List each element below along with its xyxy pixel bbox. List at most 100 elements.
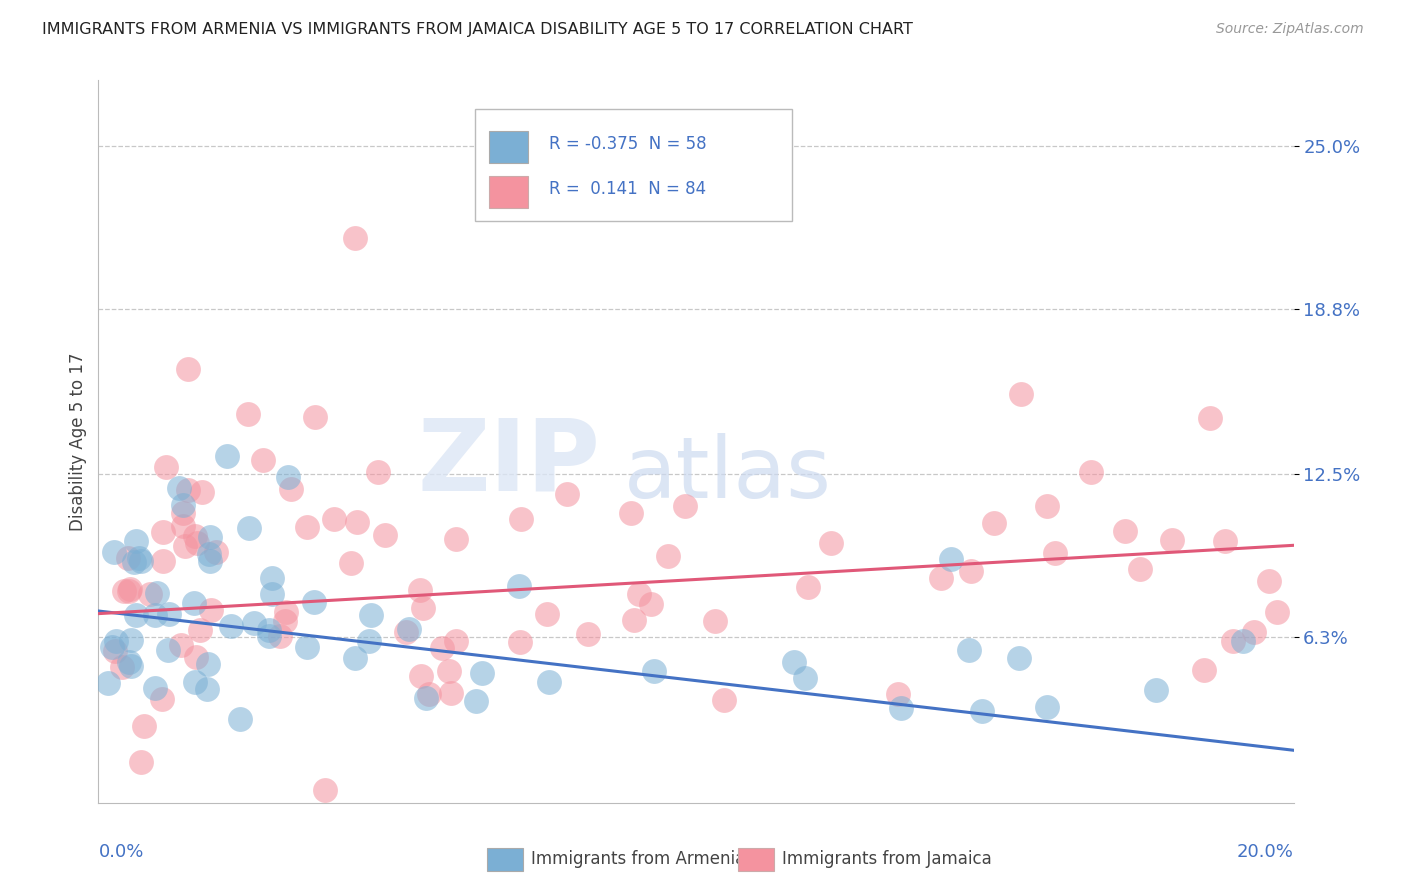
Point bbox=[960, 564, 983, 578]
Point bbox=[1232, 634, 1254, 648]
Point bbox=[783, 655, 806, 669]
Point bbox=[150, 692, 173, 706]
Text: Immigrants from Armenia: Immigrants from Armenia bbox=[531, 850, 745, 868]
Point bbox=[186, 650, 208, 665]
Point bbox=[510, 511, 533, 525]
FancyBboxPatch shape bbox=[486, 847, 523, 871]
Point bbox=[576, 627, 599, 641]
Point bbox=[200, 530, 222, 544]
Point bbox=[104, 634, 127, 648]
Point bbox=[1213, 533, 1236, 548]
Point bbox=[415, 690, 437, 705]
Point bbox=[143, 607, 166, 622]
Point bbox=[167, 481, 190, 495]
Point bbox=[657, 549, 679, 563]
Point bbox=[1198, 410, 1220, 425]
Point bbox=[1036, 700, 1059, 714]
Point bbox=[620, 506, 643, 520]
Point bbox=[437, 665, 460, 679]
Point bbox=[1036, 499, 1059, 513]
Point bbox=[704, 614, 727, 628]
Point bbox=[200, 603, 222, 617]
Point bbox=[157, 607, 180, 621]
Point bbox=[155, 460, 177, 475]
Point bbox=[295, 640, 318, 654]
Point bbox=[367, 465, 389, 479]
Point bbox=[195, 681, 218, 696]
Text: 20.0%: 20.0% bbox=[1237, 843, 1294, 861]
Point bbox=[152, 524, 174, 539]
Text: R = -0.375  N = 58: R = -0.375 N = 58 bbox=[548, 135, 707, 153]
Point bbox=[131, 756, 153, 770]
Point bbox=[262, 571, 284, 585]
Point bbox=[177, 362, 200, 376]
FancyBboxPatch shape bbox=[475, 109, 792, 221]
Point bbox=[120, 582, 142, 597]
Point bbox=[146, 585, 169, 599]
Point bbox=[138, 587, 160, 601]
Point bbox=[205, 545, 228, 559]
Point bbox=[277, 470, 299, 484]
Point bbox=[186, 536, 208, 550]
Point bbox=[430, 640, 453, 655]
Point bbox=[538, 674, 561, 689]
FancyBboxPatch shape bbox=[738, 847, 773, 871]
Point bbox=[643, 664, 665, 678]
Point bbox=[103, 545, 125, 559]
Point bbox=[939, 552, 962, 566]
Point bbox=[398, 622, 420, 636]
Point bbox=[409, 582, 432, 597]
Point bbox=[104, 644, 127, 658]
Point bbox=[440, 686, 463, 700]
Point bbox=[191, 485, 214, 500]
Point bbox=[152, 554, 174, 568]
Point bbox=[360, 607, 382, 622]
Text: atlas: atlas bbox=[624, 433, 832, 516]
Point bbox=[797, 581, 820, 595]
Text: ZIP: ZIP bbox=[418, 415, 600, 512]
Point bbox=[887, 688, 910, 702]
Point bbox=[411, 669, 433, 683]
Point bbox=[238, 521, 260, 535]
Y-axis label: Disability Age 5 to 17: Disability Age 5 to 17 bbox=[69, 352, 87, 531]
Point bbox=[101, 640, 124, 655]
Point bbox=[197, 657, 219, 671]
Point bbox=[970, 704, 993, 718]
Point bbox=[122, 555, 145, 569]
Point bbox=[1080, 465, 1102, 479]
Point bbox=[1243, 625, 1265, 640]
Point bbox=[132, 719, 155, 733]
Point bbox=[1045, 546, 1067, 560]
Point bbox=[673, 499, 696, 513]
Point bbox=[118, 583, 141, 598]
Point bbox=[1144, 683, 1167, 698]
Point bbox=[274, 605, 297, 619]
Point bbox=[509, 635, 531, 649]
Point bbox=[143, 681, 166, 695]
FancyBboxPatch shape bbox=[489, 131, 529, 163]
Point bbox=[120, 658, 142, 673]
Point bbox=[395, 624, 418, 639]
Point bbox=[713, 692, 735, 706]
Point bbox=[418, 687, 440, 701]
Point bbox=[243, 616, 266, 631]
Point bbox=[183, 596, 205, 610]
Point bbox=[295, 520, 318, 534]
Point bbox=[172, 506, 194, 520]
Point bbox=[623, 613, 645, 627]
Point bbox=[557, 487, 579, 501]
Point bbox=[346, 515, 368, 529]
Point bbox=[412, 601, 434, 615]
Point bbox=[344, 231, 367, 245]
Point bbox=[1114, 524, 1136, 538]
Point bbox=[959, 643, 981, 657]
Point bbox=[156, 643, 179, 657]
Point bbox=[110, 659, 132, 673]
Point bbox=[304, 409, 326, 424]
Point bbox=[184, 675, 207, 690]
Point bbox=[184, 529, 207, 543]
Point bbox=[628, 587, 651, 601]
Point bbox=[374, 528, 396, 542]
Point bbox=[129, 554, 152, 568]
Point bbox=[217, 449, 239, 463]
